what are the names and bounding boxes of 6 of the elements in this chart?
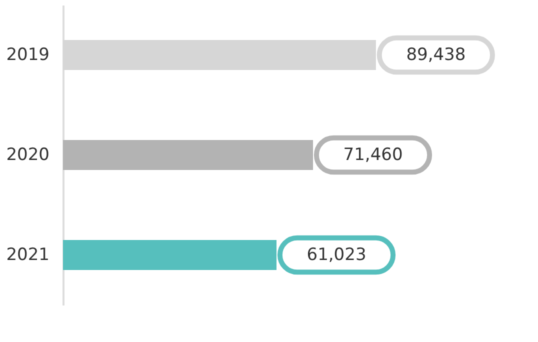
data-label: 71,460 — [343, 145, 403, 165]
data-label: 61,023 — [306, 245, 366, 265]
y-tick-label: 2019 — [6, 45, 50, 65]
y-tick-label: 2020 — [6, 145, 50, 165]
y-tick-label: 2021 — [6, 245, 50, 265]
data-label: 89,438 — [406, 45, 466, 65]
